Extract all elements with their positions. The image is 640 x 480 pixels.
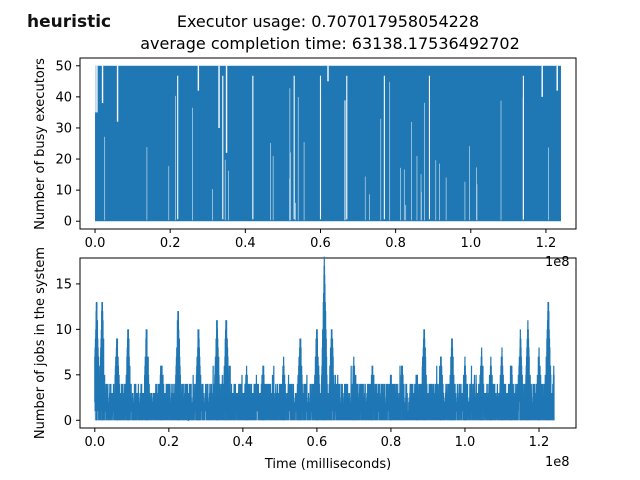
jobs-x-tick-label: 0.8 (381, 435, 402, 450)
executors-y-tick-label: 40 (55, 90, 72, 105)
jobs-x-tick-label: 0.0 (84, 435, 105, 450)
jobs-x-tick-label: 1.2 (529, 435, 550, 450)
executors-x-tick-label: 0.8 (385, 236, 406, 251)
jobs-x-axis-label: Time (milliseconds) (264, 457, 391, 472)
jobs-series (94, 256, 555, 421)
executors-plot: 0.0 0.2 0.4 0.6 0.8 1.0 1.2 0 10 20 30 40 50 1e8 Nu… (33, 57, 577, 270)
jobs-y-tick-label: 5 (64, 368, 72, 383)
method-badge: heuristic (27, 12, 111, 32)
executors-x-tick-label: 0.2 (160, 236, 181, 251)
jobs-x-tick-label: 0.4 (233, 435, 254, 450)
jobs-x-tick-label: 0.2 (158, 435, 179, 450)
executors-y-ticks: 0 10 20 30 40 50 (55, 59, 80, 230)
executors-y-tick-label: 0 (64, 215, 72, 230)
executors-series (94, 65, 561, 222)
jobs-x-tick-label: 1.0 (455, 435, 476, 450)
executors-y-axis-label: Number of busy executors (33, 58, 48, 230)
executors-x-tick-label: 0.4 (235, 236, 256, 251)
jobs-series-line (94, 256, 555, 421)
executors-y-tick-label: 30 (55, 121, 72, 136)
executors-series-band (95, 65, 561, 222)
jobs-y-tick-label: 15 (55, 277, 72, 292)
jobs-plot: 0.0 0.2 0.4 0.6 0.8 1.0 1.2 0 5 10 15 1e8 Time (m… (33, 247, 577, 472)
jobs-y-tick-label: 10 (55, 323, 72, 338)
executors-x-tick-label: 0.0 (85, 236, 106, 251)
jobs-x-tick-label: 0.6 (307, 435, 328, 450)
jobs-plot-frame (79, 257, 577, 429)
jobs-series-floor (94, 397, 554, 421)
executors-x-ticks: 0.0 0.2 0.4 0.6 0.8 1.0 1.2 (85, 229, 557, 251)
executors-y-tick-label: 50 (55, 59, 72, 74)
executors-y-tick-label: 10 (55, 184, 72, 199)
executors-x-tick-label: 1.2 (536, 236, 557, 251)
chart-title-line2: average completion time: 63138.175364927… (140, 34, 520, 53)
executors-x-tick-label: 0.6 (310, 236, 331, 251)
jobs-y-tick-label: 0 (64, 414, 72, 429)
jobs-x-ticks: 0.0 0.2 0.4 0.6 0.8 1.0 1.2 (84, 428, 549, 450)
jobs-y-ticks: 0 5 10 15 (55, 277, 80, 429)
executors-x-tick-label: 1.0 (460, 236, 481, 251)
jobs-x-multiplier: 1e8 (545, 455, 570, 470)
executors-y-tick-label: 20 (55, 153, 72, 168)
executors-x-multiplier: 1e8 (545, 255, 570, 270)
chart-title-line1: Executor usage: 0.707017958054228 (177, 12, 479, 31)
executors-plot-frame (79, 57, 577, 230)
jobs-y-axis-label: Number of jobs in the system (33, 247, 48, 439)
